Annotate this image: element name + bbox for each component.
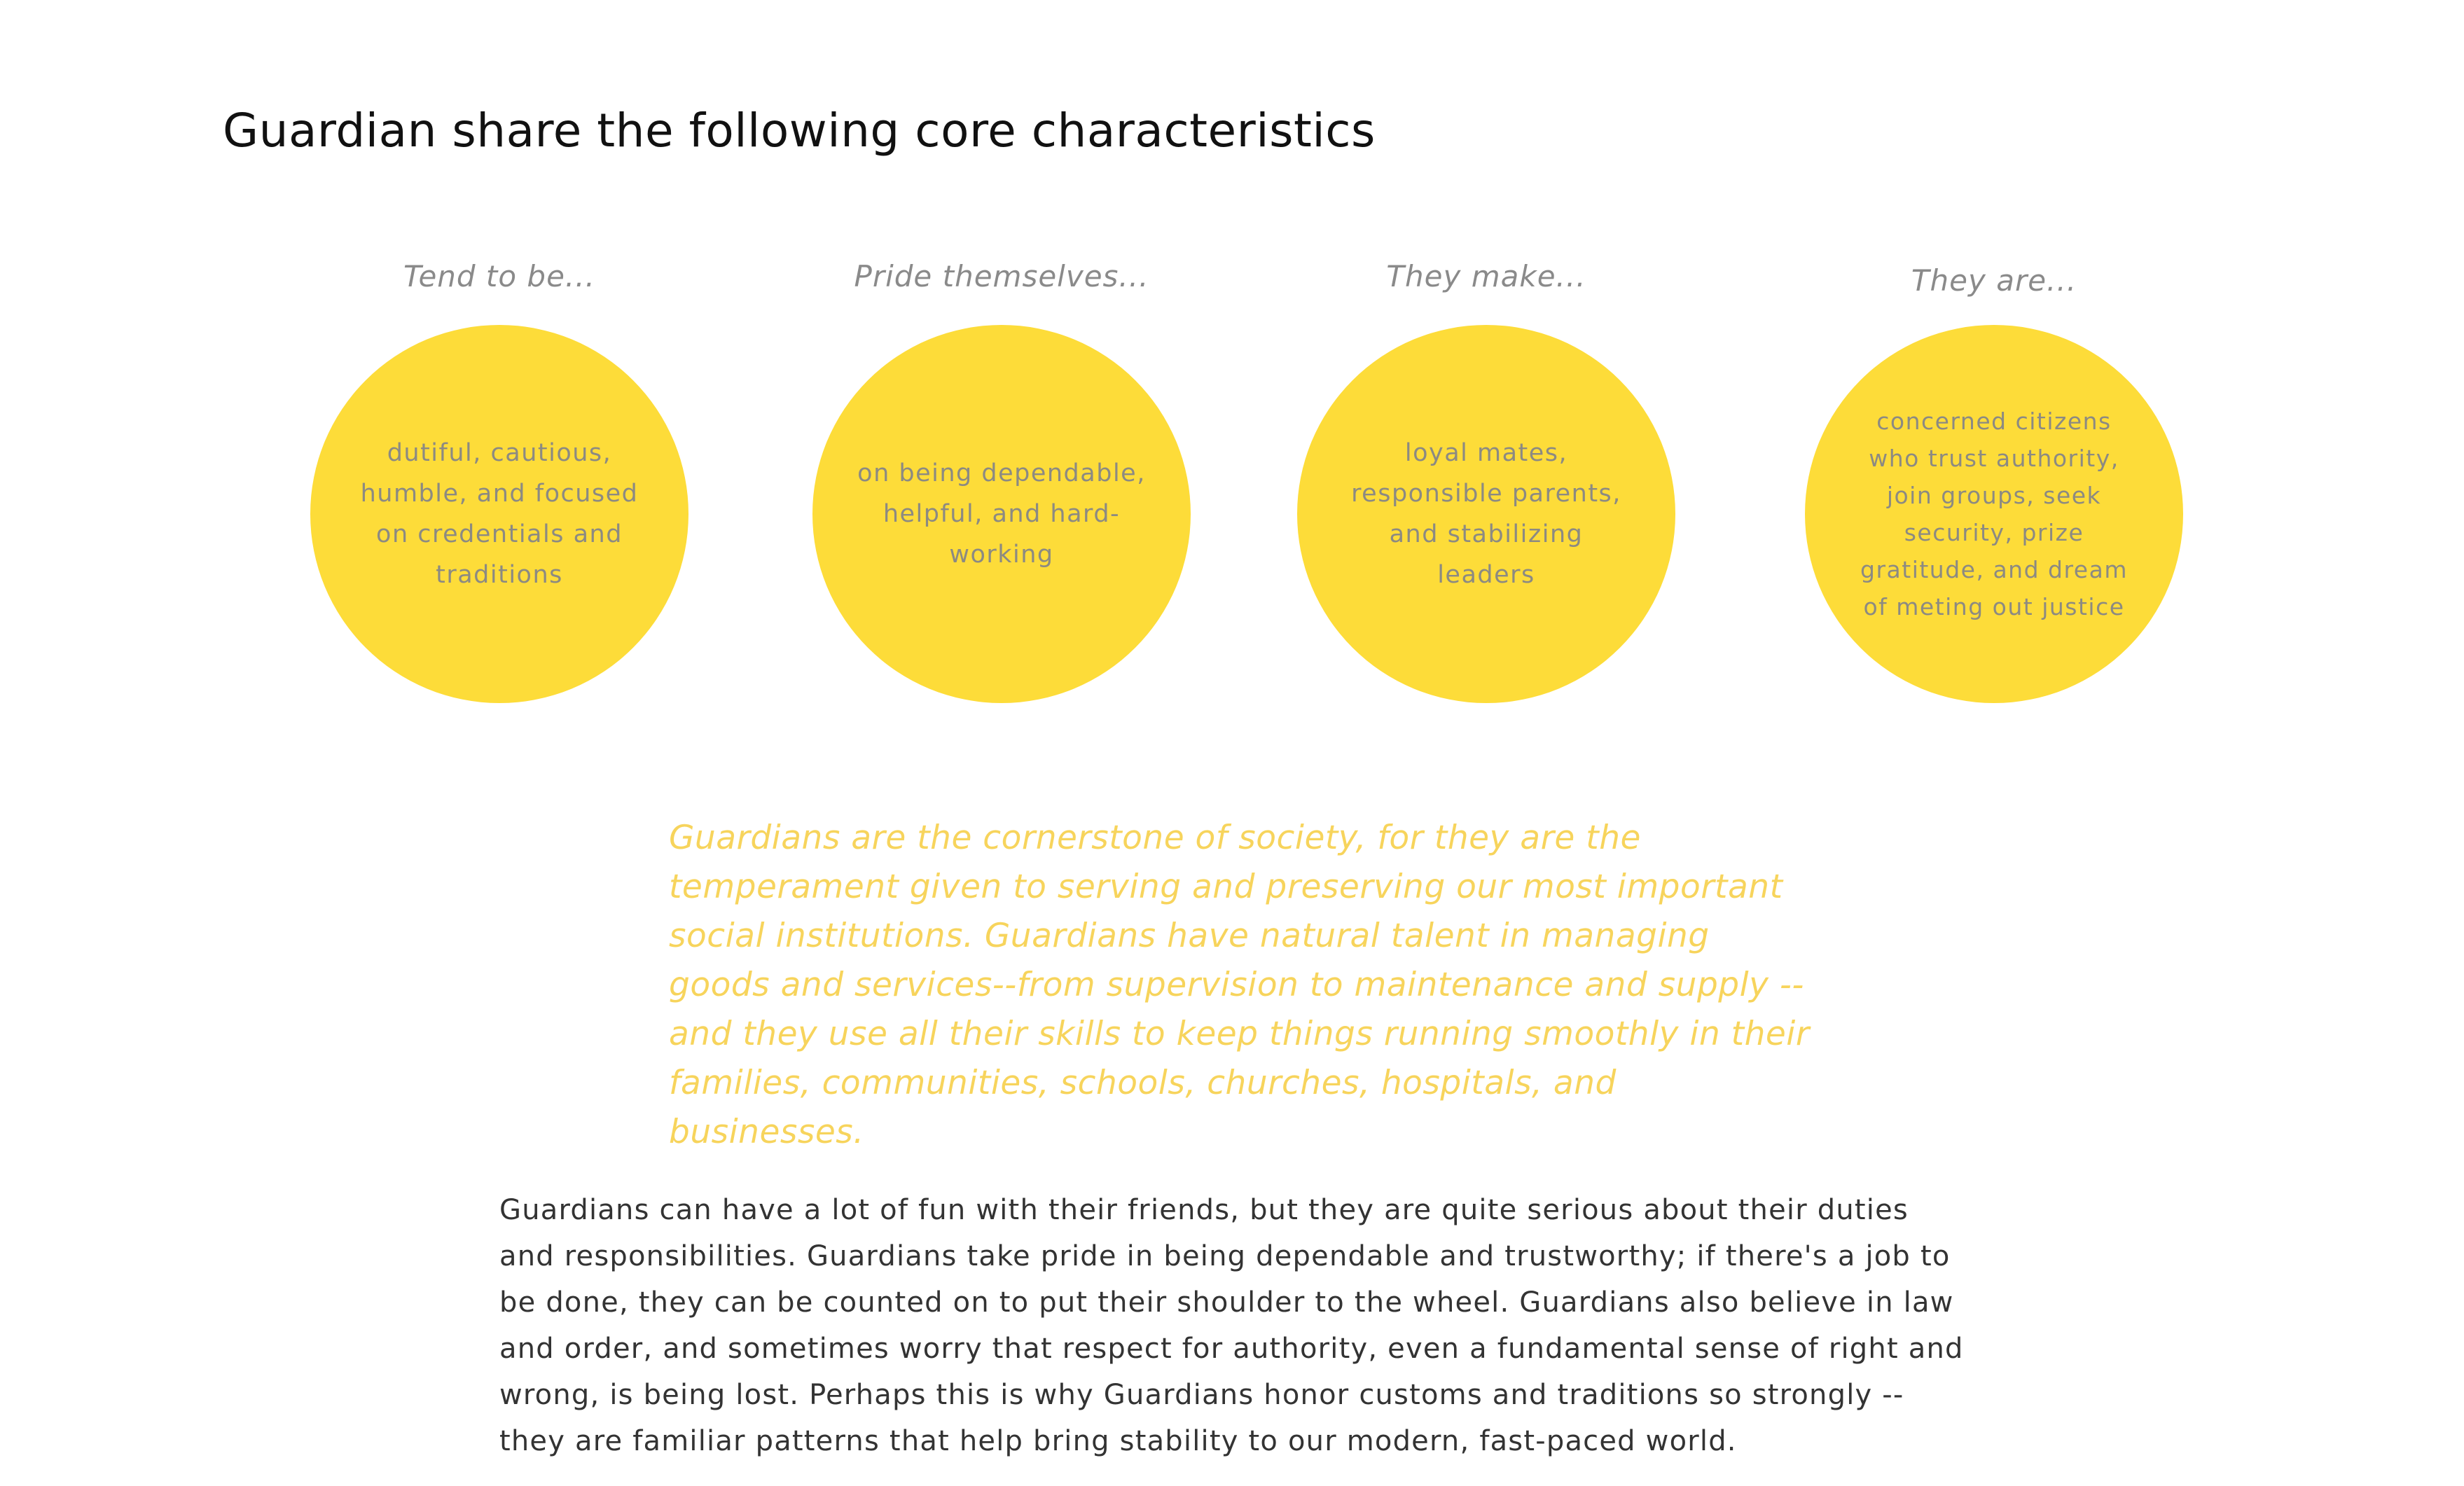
body-paragraph: Guardians can have a lot of fun with the… <box>499 1194 1964 1457</box>
page-title: Guardian share the following core charac… <box>223 104 1376 158</box>
trait-label: They make... <box>1386 259 1586 293</box>
trait-circle-text: on being dependable, helpful, and hard-w… <box>857 459 1146 569</box>
trait-pride-themselves: Pride themselves... on being dependable,… <box>805 259 1198 707</box>
trait-label: Pride themselves... <box>854 259 1149 293</box>
trait-circle: concerned citizens who trust authority, … <box>1805 325 2183 703</box>
trait-label: They are... <box>1911 263 2077 298</box>
trait-label: Tend to be... <box>403 259 595 293</box>
trait-circle: loyal mates, responsible parents, and st… <box>1297 325 1675 703</box>
trait-they-make: They make... loyal mates, responsible pa… <box>1290 259 1682 707</box>
trait-they-are: They are... concerned citizens who trust… <box>1798 259 2190 707</box>
trait-circle-text: concerned citizens who trust authority, … <box>1860 408 2128 620</box>
trait-circle: dutiful, cautious, humble, and focused o… <box>310 325 688 703</box>
trait-tend-to-be: Tend to be... dutiful, cautious, humble,… <box>303 259 695 707</box>
trait-circle: on being dependable, helpful, and hard-w… <box>812 325 1191 703</box>
pull-quote: Guardians are the cornerstone of society… <box>669 819 1810 1151</box>
trait-circle-text: dutiful, cautious, humble, and focused o… <box>360 439 639 589</box>
trait-circle-text: loyal mates, responsible parents, and st… <box>1351 439 1621 589</box>
